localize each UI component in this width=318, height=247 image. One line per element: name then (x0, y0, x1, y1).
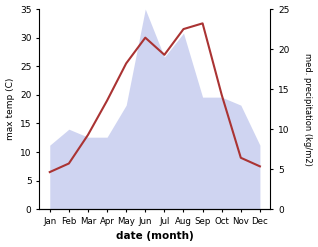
Y-axis label: med. precipitation (kg/m2): med. precipitation (kg/m2) (303, 53, 313, 165)
X-axis label: date (month): date (month) (116, 231, 194, 242)
Y-axis label: max temp (C): max temp (C) (5, 78, 15, 140)
